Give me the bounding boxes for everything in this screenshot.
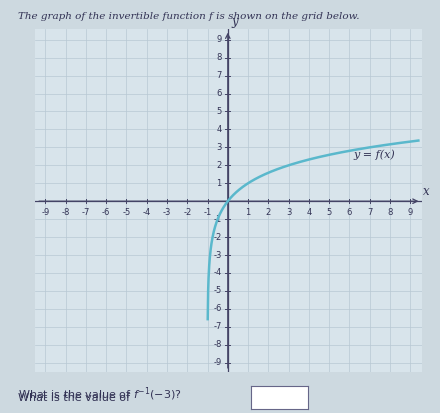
Text: 6: 6 — [347, 208, 352, 217]
Text: What is the value of: What is the value of — [18, 393, 133, 403]
Text: 3: 3 — [216, 143, 222, 152]
Text: -3: -3 — [213, 251, 222, 259]
Text: -2: -2 — [213, 233, 222, 242]
Text: y = f(x): y = f(x) — [353, 149, 395, 160]
Text: -5: -5 — [122, 208, 131, 217]
Text: 5: 5 — [216, 107, 222, 116]
Text: 7: 7 — [367, 208, 372, 217]
Text: 6: 6 — [216, 89, 222, 98]
Text: -5: -5 — [213, 287, 222, 295]
Text: y: y — [232, 15, 238, 28]
Text: -6: -6 — [213, 304, 222, 313]
Text: -4: -4 — [143, 208, 151, 217]
Text: x: x — [423, 185, 430, 197]
Text: -8: -8 — [62, 208, 70, 217]
Text: -1: -1 — [203, 208, 212, 217]
Text: 9: 9 — [407, 208, 413, 217]
Text: 9: 9 — [216, 35, 222, 44]
Text: 4: 4 — [216, 125, 222, 134]
Text: 7: 7 — [216, 71, 222, 80]
Text: 4: 4 — [306, 208, 312, 217]
Text: -7: -7 — [213, 322, 222, 331]
Text: 5: 5 — [326, 208, 332, 217]
Text: 3: 3 — [286, 208, 291, 217]
Text: -7: -7 — [82, 208, 90, 217]
Text: -6: -6 — [102, 208, 110, 217]
Text: What is the value of $f^{-1}(-3)$?: What is the value of $f^{-1}(-3)$? — [18, 385, 181, 403]
Text: 8: 8 — [216, 53, 222, 62]
Text: The graph of the invertible function f is shown on the grid below.: The graph of the invertible function f i… — [18, 12, 359, 21]
Text: -2: -2 — [183, 208, 191, 217]
Text: 1: 1 — [246, 208, 251, 217]
Text: 1: 1 — [216, 179, 222, 188]
Text: -9: -9 — [41, 208, 49, 217]
Text: -3: -3 — [163, 208, 171, 217]
Text: -1: -1 — [213, 215, 222, 224]
Text: 8: 8 — [387, 208, 392, 217]
Text: -9: -9 — [213, 358, 222, 367]
Text: 2: 2 — [216, 161, 222, 170]
Text: 2: 2 — [266, 208, 271, 217]
Text: -4: -4 — [213, 268, 222, 278]
Text: -8: -8 — [213, 340, 222, 349]
